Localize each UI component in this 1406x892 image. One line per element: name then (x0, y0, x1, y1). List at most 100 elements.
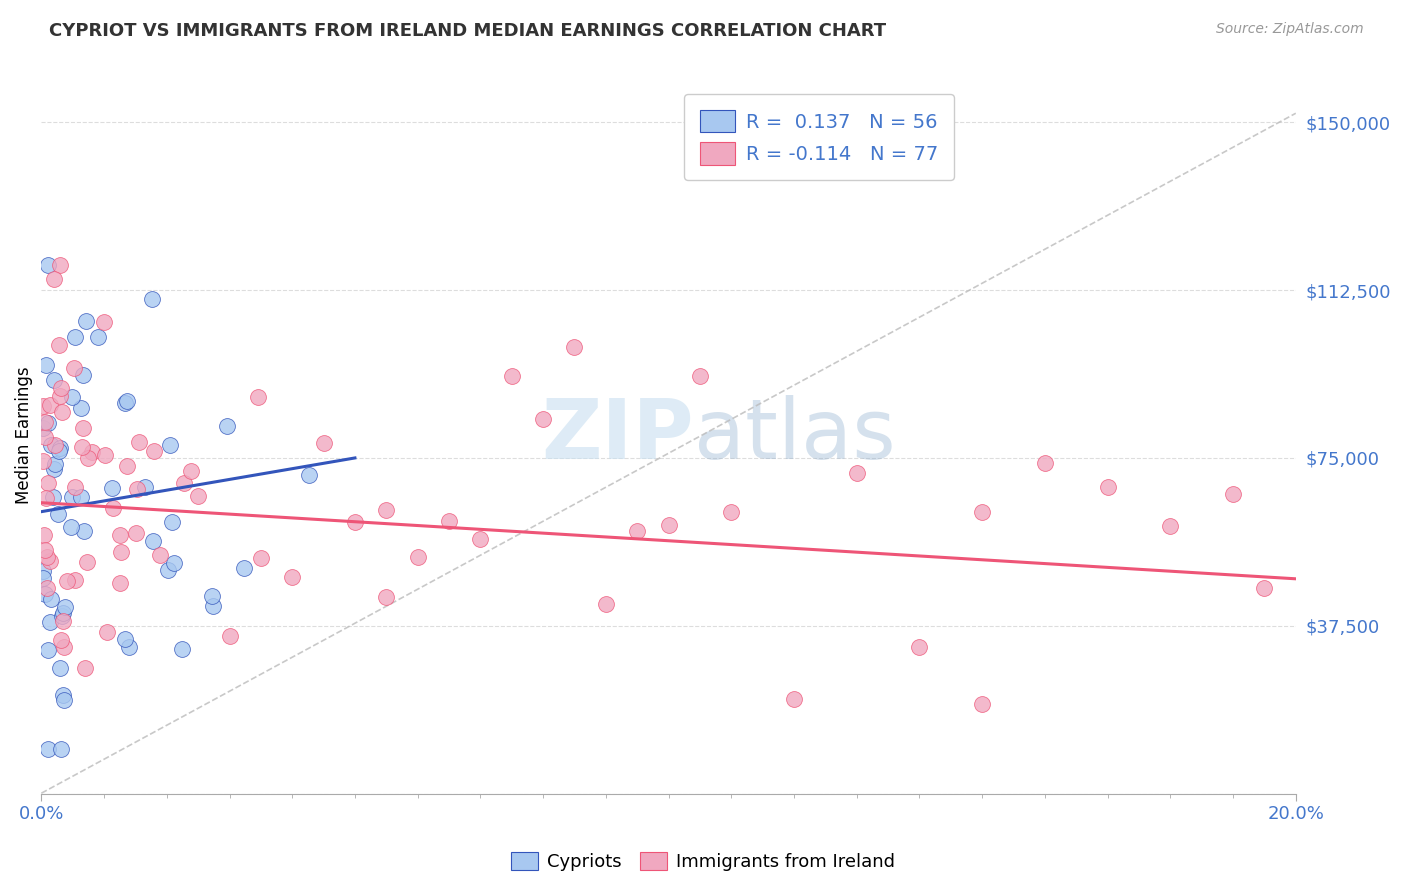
Point (72, 421, 94, 435)
Point (118, 640, 141, 654)
Point (72, 368, 94, 382)
Point (115, 459, 138, 474)
Point (134, 480, 156, 494)
Text: ZIP: ZIP (541, 395, 693, 476)
Point (406, 550, 429, 565)
Point (51, 614, 73, 628)
Point (972, 505, 994, 519)
Point (125, 482, 148, 496)
Point (142, 534, 165, 549)
Point (501, 369, 523, 384)
Text: Source: ZipAtlas.com: Source: ZipAtlas.com (1216, 22, 1364, 37)
Point (80, 445, 103, 459)
Point (201, 589, 224, 603)
Point (37, 643, 59, 657)
Point (60, 390, 83, 404)
Point (170, 642, 193, 657)
Point (1222, 487, 1244, 501)
Point (246, 390, 269, 404)
Point (110, 528, 132, 542)
Point (658, 517, 681, 532)
Point (173, 476, 195, 491)
Legend: Cypriots, Immigrants from Ireland: Cypriots, Immigrants from Ireland (503, 845, 903, 879)
Point (215, 418, 238, 433)
Point (49, 381, 72, 395)
Point (32, 528, 55, 542)
Point (32, 400, 55, 414)
Point (42, 461, 65, 475)
Point (32, 564, 55, 578)
Point (63, 361, 86, 376)
Point (160, 516, 183, 530)
Point (1159, 518, 1181, 533)
Point (1033, 456, 1056, 470)
Point (34, 587, 56, 601)
Point (141, 292, 163, 306)
Point (34, 430, 56, 444)
Point (1253, 581, 1275, 595)
Point (75, 314, 97, 328)
Point (125, 525, 148, 540)
Point (76, 555, 98, 569)
Point (232, 561, 254, 575)
Point (63, 573, 86, 587)
Point (626, 524, 648, 539)
Point (1097, 480, 1119, 494)
Text: atlas: atlas (693, 395, 896, 476)
Point (39, 398, 62, 412)
Point (343, 515, 366, 529)
Point (720, 505, 742, 519)
Point (564, 340, 586, 354)
Point (39, 554, 62, 568)
Point (32, 571, 55, 585)
Point (149, 548, 172, 562)
Point (159, 438, 181, 452)
Point (218, 629, 240, 643)
Point (49, 259, 72, 273)
Point (312, 436, 335, 450)
Point (93, 315, 115, 329)
Point (37, 581, 59, 595)
Point (94, 448, 117, 462)
Point (100, 481, 122, 495)
Point (49, 742, 72, 756)
Point (34, 415, 56, 429)
Point (101, 501, 124, 516)
Point (44, 438, 66, 452)
Point (63, 330, 86, 344)
Point (142, 443, 165, 458)
Point (39, 615, 62, 629)
Point (53, 600, 76, 615)
Point (689, 369, 711, 384)
Point (37, 416, 59, 430)
Point (49, 389, 72, 403)
Point (39, 438, 62, 452)
Point (48, 444, 70, 458)
Point (37, 475, 59, 490)
Point (41, 490, 63, 504)
Point (63, 480, 86, 494)
Point (114, 632, 136, 646)
Point (87, 330, 110, 344)
Point (56, 574, 79, 588)
Text: CYPRIOT VS IMMIGRANTS FROM IRELAND MEDIAN EARNINGS CORRELATION CHART: CYPRIOT VS IMMIGRANTS FROM IRELAND MEDIA… (49, 22, 886, 40)
Point (70, 440, 93, 454)
Point (60, 490, 83, 504)
Point (115, 394, 138, 409)
Point (32, 421, 55, 435)
Point (35, 358, 58, 372)
Point (187, 489, 209, 503)
Point (73, 524, 96, 538)
Point (162, 556, 184, 570)
Point (437, 514, 460, 528)
Point (783, 691, 806, 706)
Point (59, 520, 82, 534)
Point (51, 405, 73, 419)
Point (375, 503, 398, 517)
Point (49, 633, 72, 648)
Point (70, 491, 93, 505)
Point (37, 549, 59, 564)
Point (32, 453, 55, 467)
Point (42, 272, 65, 286)
Point (39, 592, 62, 607)
